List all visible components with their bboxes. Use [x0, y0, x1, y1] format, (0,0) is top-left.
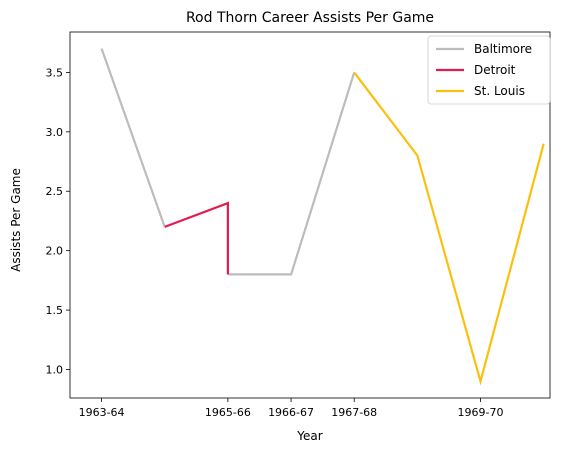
y-tick-label: 2.5	[46, 185, 64, 198]
plot-frame	[69, 31, 551, 399]
y-axis-label: Assists Per Game	[9, 168, 23, 272]
plot-area: 1963-64 1965-66 1966-67 1967-68 1969-70 1.01…	[46, 31, 551, 419]
y-tick-label: 1.0	[46, 363, 64, 376]
x-axis-ticks: 1963-64 1965-66 1966-67 1967-68 1969-70	[79, 398, 504, 419]
x-tick-label: 1963-64	[79, 406, 125, 419]
y-tick-label: 2.0	[46, 245, 64, 258]
legend-label: St. Louis	[474, 84, 525, 98]
series-line-st-louis-0	[353, 71, 545, 386]
y-tick-label: 3.0	[46, 126, 64, 139]
series-line-baltimore-0	[100, 48, 166, 228]
legend-box	[427, 35, 551, 105]
x-tick-label: 1967-68	[331, 406, 377, 419]
legend-label: Detroit	[474, 63, 516, 77]
y-axis-ticks: 1.0 1.5 2.0 2.5 3.0 3.5	[46, 66, 70, 376]
legend-items: Baltimore Detroit St. Louis	[436, 42, 532, 98]
legend: Baltimore Detroit St. Louis	[427, 35, 551, 105]
legend-label: Baltimore	[474, 42, 532, 56]
series-line-baltimore-1	[227, 72, 356, 276]
series-line-detroit-0	[164, 201, 229, 275]
chart-title: Rod Thorn Career Assists Per Game	[186, 10, 434, 26]
series-layer	[100, 48, 545, 386]
x-tick-label: 1969-70	[458, 406, 504, 419]
y-tick-label: 1.5	[46, 304, 64, 317]
x-tick-label: 1966-67	[268, 406, 314, 419]
x-axis-label: Year	[296, 429, 322, 443]
x-tick-label: 1965-66	[205, 406, 251, 419]
y-tick-label: 3.5	[46, 66, 64, 79]
